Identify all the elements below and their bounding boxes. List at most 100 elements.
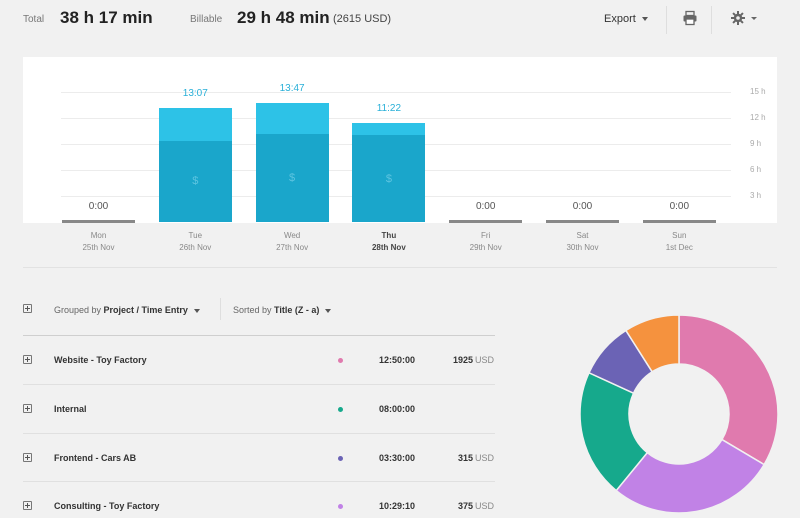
duration: 08:00:00 (379, 404, 416, 414)
bar-total-label: 0:00 (572, 201, 593, 212)
day-date: 29th Nov (469, 243, 502, 252)
billable-amount: (2615 USD) (333, 13, 392, 25)
bar-total-label: 0:00 (475, 201, 496, 212)
sort-by-prefix: Sorted by (233, 305, 272, 315)
y-tick-label: 3 h (750, 191, 762, 200)
billable-dollar-icon: $ (385, 172, 392, 185)
day-name: Thu (381, 231, 397, 240)
export-button[interactable]: Export (604, 13, 648, 25)
project-color-dot (338, 456, 343, 461)
donut-slice[interactable] (678, 314, 779, 466)
donut-slice[interactable] (624, 314, 680, 373)
amount: 1925 USD (449, 355, 494, 365)
project-color-dot (338, 504, 343, 509)
bar-billable[interactable]: $ (255, 134, 329, 222)
sort-by-dropdown[interactable]: Sorted by Title (Z - a) (233, 305, 332, 315)
table-row[interactable]: Frontend - Cars AB 03:30:00 315 USD (23, 433, 495, 481)
day-date: 27th Nov (276, 243, 309, 252)
print-icon (683, 10, 697, 26)
table-row[interactable]: Consulting - Toy Factory 10:29:10 375 USD (23, 481, 495, 518)
day-label: Mon 25th Nov (62, 230, 135, 254)
day-name: Mon (90, 231, 107, 240)
bar-total-label: 0:00 (88, 201, 109, 212)
bar-total-label: 0:00 (669, 201, 690, 212)
billable-value: 29 h 48 min (237, 8, 330, 27)
bar-empty[interactable] (546, 220, 619, 223)
amount-value: 315 (457, 453, 473, 463)
divider (23, 267, 777, 268)
y-tick-label: 12 h (750, 113, 766, 122)
project-title: Consulting - Toy Factory (54, 501, 160, 511)
currency: USD (474, 501, 494, 511)
total-value: 38 h 17 min (60, 8, 153, 27)
amount-value: 1925 (452, 355, 473, 365)
total-label: Total (23, 14, 45, 25)
bar-total-label: 11:22 (376, 103, 402, 115)
amount: 315 USD (449, 453, 494, 463)
currency: USD (474, 453, 494, 463)
group-by-prefix: Grouped by (54, 305, 102, 315)
currency: USD (474, 355, 494, 365)
bar-billable[interactable]: $ (352, 135, 426, 222)
project-title: Internal (54, 404, 87, 414)
expand-icon[interactable] (23, 453, 32, 462)
summary-header: Total 38 h 17 min Billable 29 h 48 min (… (0, 0, 800, 40)
day-date: 30th Nov (566, 243, 599, 252)
amount (449, 404, 494, 414)
expand-icon[interactable] (23, 501, 32, 510)
day-date: 26th Nov (179, 243, 212, 252)
project-color-dot (338, 407, 343, 412)
chevron-down-icon (641, 17, 648, 22)
print-button[interactable] (682, 10, 698, 31)
amount: 375 USD (449, 501, 494, 511)
divider (666, 6, 667, 34)
sort-by-value: Title (Z - a) (274, 305, 320, 315)
billable-dollar-icon: $ (289, 172, 296, 185)
billable-label: Billable (190, 14, 223, 25)
bar-empty[interactable] (62, 220, 135, 223)
day-label: Sun 1st Dec (643, 230, 716, 254)
y-tick-label: 6 h (750, 165, 762, 174)
day-label: Fri 29th Nov (449, 230, 522, 254)
day-label: Wed 27th Nov (256, 230, 329, 254)
amount-value: 375 (457, 501, 473, 511)
y-tick-label: 9 h (750, 139, 762, 148)
bar-non-billable[interactable] (158, 108, 232, 141)
export-label: Export (604, 13, 636, 25)
expand-icon[interactable] (23, 404, 32, 413)
expand-icon[interactable] (23, 355, 32, 364)
bar-total-label: 13:47 (279, 82, 305, 94)
gridline (61, 118, 731, 119)
bar-non-billable[interactable] (255, 102, 329, 135)
settings-button[interactable] (730, 10, 758, 31)
bar-non-billable[interactable] (352, 123, 426, 136)
day-date: 28th Nov (371, 243, 406, 252)
gear-icon (731, 11, 757, 25)
bar-billable[interactable]: $ (158, 140, 232, 222)
day-name: Sat (576, 231, 589, 240)
donut-slice[interactable] (615, 438, 766, 514)
billable-dollar-icon: $ (192, 175, 199, 188)
day-date: 25th Nov (82, 243, 115, 252)
bar-empty[interactable] (449, 220, 523, 223)
project-color-dot (338, 358, 343, 363)
table-row[interactable]: Internal 08:00:00 (23, 384, 495, 432)
project-donut-chart (579, 314, 779, 514)
divider (220, 298, 221, 320)
duration: 03:30:00 (379, 453, 416, 463)
group-by-dropdown[interactable]: Grouped by Project / Time Entry (54, 305, 200, 315)
project-title: Website - Toy Factory (54, 355, 147, 365)
bar-empty[interactable] (642, 220, 716, 223)
gridline (61, 92, 731, 93)
expand-all-icon[interactable] (23, 304, 32, 313)
table-row[interactable]: Website - Toy Factory 12:50:00 1925 USD (23, 336, 495, 384)
day-name: Sun (672, 231, 687, 240)
duration: 12:50:00 (379, 355, 416, 365)
divider (711, 6, 712, 34)
day-name: Tue (188, 231, 203, 240)
day-label: Sat 30th Nov (546, 230, 619, 254)
project-title: Frontend - Cars AB (54, 453, 137, 463)
bar-total-label: 13:07 (182, 88, 208, 100)
day-name: Wed (283, 231, 301, 240)
day-label: Tue 26th Nov (159, 230, 232, 254)
